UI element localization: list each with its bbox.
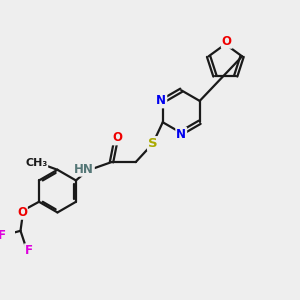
Text: O: O <box>17 206 27 219</box>
Text: CH₃: CH₃ <box>25 158 47 168</box>
Text: N: N <box>156 94 166 107</box>
Text: O: O <box>112 131 122 144</box>
Text: O: O <box>222 35 232 48</box>
Text: N: N <box>176 128 186 141</box>
Text: F: F <box>25 244 33 257</box>
Text: HN: HN <box>74 163 94 176</box>
Text: S: S <box>148 137 158 150</box>
Text: F: F <box>0 229 5 242</box>
